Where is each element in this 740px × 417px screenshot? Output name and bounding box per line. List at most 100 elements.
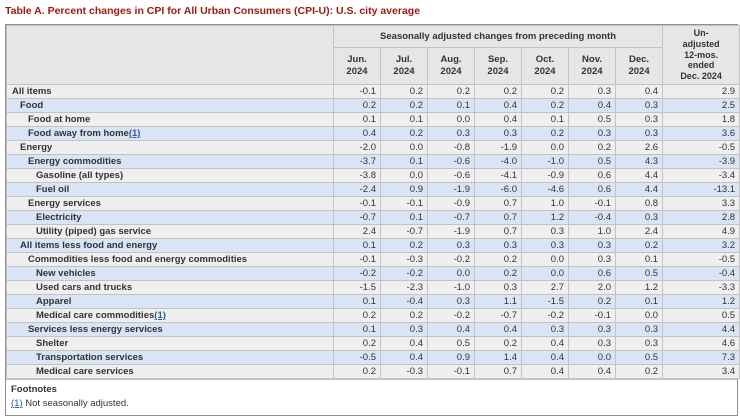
monthly-value-cell: 4.4 <box>614 181 664 197</box>
row-label: Energy commodities <box>28 155 122 167</box>
row-label-cell: Energy <box>6 139 334 155</box>
monthly-value-cell: 0.2 <box>333 335 381 351</box>
monthly-value-cell: 1.0 <box>568 223 616 239</box>
row-label: Commodities less food and energy commodi… <box>28 253 248 265</box>
monthly-value-cell: 0.2 <box>568 139 616 155</box>
monthly-value-cell: -0.7 <box>333 209 381 225</box>
monthly-value-cell: 0.2 <box>474 251 522 267</box>
monthly-value-cell: 0.4 <box>380 349 428 365</box>
monthly-value-cell: 0.4 <box>474 97 522 113</box>
monthly-value-cell: 0.2 <box>521 125 569 141</box>
header-row-top: Seasonally adjusted changes from precedi… <box>6 24 740 85</box>
monthly-value-cell: 0.3 <box>427 125 475 141</box>
monthly-value-cell: -0.3 <box>380 251 428 267</box>
monthly-value-cell: 0.4 <box>474 111 522 127</box>
row-label-cell: All items less food and energy <box>6 237 334 253</box>
footnote-ref-link[interactable]: (1) <box>128 127 141 139</box>
unadjusted-12mo-value-cell: 1.8 <box>662 111 740 127</box>
monthly-value-cell: 0.2 <box>380 237 428 253</box>
table-header: Seasonally adjusted changes from precedi… <box>6 24 740 85</box>
row-label-cell: Energy services <box>6 195 334 211</box>
table-row: Commodities less food and energy commodi… <box>6 251 740 267</box>
monthly-value-cell: -0.5 <box>333 349 381 365</box>
monthly-value-cell: 0.7 <box>474 195 522 211</box>
table-title: Table A. Percent changes in CPI for All … <box>5 5 421 17</box>
month-header-6: Nov. 2024 <box>568 47 616 85</box>
unadjusted-12mo-value-cell: -3.3 <box>662 279 740 295</box>
monthly-value-cell: 0.4 <box>474 321 522 337</box>
month-header-5: Oct. 2024 <box>521 47 569 85</box>
row-label-cell: Energy commodities <box>6 153 334 169</box>
monthly-value-cell: 0.3 <box>474 279 522 295</box>
monthly-value-cell: 2.7 <box>521 279 569 295</box>
monthly-value-cell: 0.1 <box>614 293 664 309</box>
monthly-value-cell: 0.2 <box>521 97 569 113</box>
row-label: Shelter <box>36 337 69 349</box>
monthly-value-cell: -0.1 <box>333 83 381 99</box>
monthly-value-cell: -0.2 <box>380 265 428 281</box>
unadjusted-12mo-value-cell: -0.4 <box>662 265 740 281</box>
month-header-4: Sep. 2024 <box>474 47 522 85</box>
row-label-cell: Medical care services <box>6 363 334 379</box>
table-row: All items less food and energy 0.1 0.2 0.3 0… <box>6 237 740 253</box>
monthly-value-cell: 0.1 <box>380 111 428 127</box>
monthly-value-cell: 0.1 <box>427 97 475 113</box>
monthly-value-cell: 0.6 <box>568 265 616 281</box>
unadjusted-12mo-value-cell: 0.5 <box>662 307 740 323</box>
monthly-value-cell: -0.2 <box>521 307 569 323</box>
monthly-value-cell: 2.6 <box>614 139 664 155</box>
monthly-value-cell: 0.0 <box>427 111 475 127</box>
monthly-value-cell: -1.9 <box>474 139 522 155</box>
monthly-value-cell: 0.2 <box>568 293 616 309</box>
monthly-value-cell: 0.4 <box>521 349 569 365</box>
row-label: Medical care services <box>36 365 134 377</box>
monthly-value-cell: 0.6 <box>568 167 616 183</box>
monthly-value-cell: 0.2 <box>333 363 381 379</box>
unadjusted-12mo-header: Un-adjusted 12-mos. ended Dec. 2024 <box>662 25 740 85</box>
monthly-value-cell: -0.4 <box>380 293 428 309</box>
table-body: All items -0.1 0.2 0.2 0.2 0.2 0.3 0.4 2.9 Food 0.… <box>6 83 740 379</box>
table-row: Electricity -0.7 0.1 -0.7 0.7 1.2 -0.4 0.3 2.8 <box>6 209 740 225</box>
table-row: Energy services -0.1 -0.1 -0.9 0.7 1.0 -0.1 0.8… <box>6 195 740 211</box>
monthly-value-cell: 0.0 <box>521 139 569 155</box>
row-label-cell: Transportation services <box>6 349 334 365</box>
row-label: New vehicles <box>36 267 96 279</box>
unadjusted-12mo-value-cell: 2.5 <box>662 97 740 113</box>
monthly-value-cell: -1.0 <box>427 279 475 295</box>
unadjusted-12mo-value-cell: 3.2 <box>662 237 740 253</box>
monthly-value-cell: -0.7 <box>427 209 475 225</box>
monthly-value-cell: -0.9 <box>427 195 475 211</box>
row-label-cell: Electricity <box>6 209 334 225</box>
table-row: Utility (piped) gas service 2.4 -0.7 -1.9 0.… <box>6 223 740 239</box>
monthly-value-cell: 0.7 <box>474 223 522 239</box>
footnote-1-link[interactable]: (1) <box>11 397 23 409</box>
monthly-value-cell: -0.1 <box>568 307 616 323</box>
footnotes-section: Footnotes (1) Not seasonally adjusted. <box>6 378 737 415</box>
monthly-value-cell: 0.2 <box>333 307 381 323</box>
unadjusted-12mo-value-cell: 4.9 <box>662 223 740 239</box>
table-row: Services less energy services 0.1 0.3 0.4 0.… <box>6 321 740 337</box>
monthly-value-cell: 0.3 <box>568 237 616 253</box>
row-label: Energy services <box>28 197 101 209</box>
table-row: Apparel 0.1 -0.4 0.3 1.1 -1.5 0.2 0.1 1.2 <box>6 293 740 309</box>
monthly-value-cell: 0.4 <box>427 321 475 337</box>
monthly-value-cell: 1.1 <box>474 293 522 309</box>
monthly-value-cell: 0.3 <box>614 321 664 337</box>
monthly-value-cell: -1.9 <box>427 223 475 239</box>
monthly-value-cell: 0.4 <box>614 83 664 99</box>
monthly-value-cell: 0.3 <box>521 223 569 239</box>
unadjusted-12mo-value-cell: 2.9 <box>662 83 740 99</box>
table-row: Transportation services -0.5 0.4 0.9 1.4 0.4 0… <box>6 349 740 365</box>
monthly-value-cell: -6.0 <box>474 181 522 197</box>
unadjusted-12mo-value-cell: 4.4 <box>662 321 740 337</box>
monthly-value-cell: -2.3 <box>380 279 428 295</box>
monthly-value-cell: -0.1 <box>333 195 381 211</box>
row-label-cell: All items <box>6 83 334 99</box>
monthly-value-cell: -0.2 <box>427 307 475 323</box>
footnote-ref-link[interactable]: (1) <box>154 309 166 321</box>
table-row: Medical care commodities(1) 0.2 0.2 -0.2 -0.… <box>6 307 740 323</box>
month-header-1: Jun. 2024 <box>333 47 381 85</box>
monthly-value-cell: 0.3 <box>380 321 428 337</box>
row-label: Services less energy services <box>28 323 163 335</box>
